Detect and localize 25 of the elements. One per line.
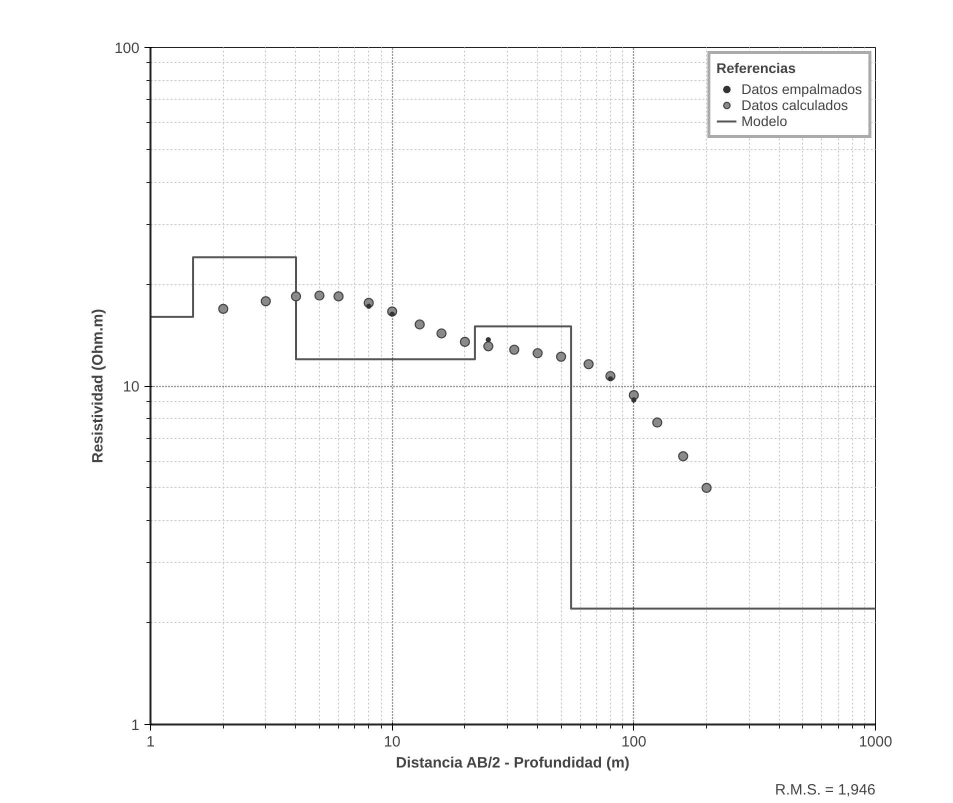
point (678, 451, 688, 462)
point (652, 417, 662, 428)
point (532, 348, 543, 358)
y-tick-label: 100 (114, 40, 140, 57)
y-tick-label: 10 (122, 378, 140, 396)
x-axis-title: Distancia AB/2 - Profundidad (m) (396, 754, 630, 772)
point (483, 341, 494, 352)
y-tick-label: 1 (131, 717, 140, 734)
x-tick-label: 10 (384, 734, 401, 750)
x-tick-label: 1000 (858, 734, 892, 750)
legend-label: Datos empalmados (741, 81, 862, 97)
point (436, 328, 447, 339)
point (509, 344, 520, 355)
point (314, 290, 325, 301)
legend-label: Datos calculados (741, 97, 848, 113)
legend-label: Modelo (741, 113, 788, 129)
y-axis-title: Resistividad (Ohm.m) (89, 308, 106, 464)
legend-title: Referencias (716, 60, 797, 76)
point (556, 352, 566, 362)
point (460, 336, 470, 347)
x-tick-label: 1 (146, 734, 155, 750)
point (701, 482, 712, 493)
text: R.M.S. = 1,946 (775, 782, 876, 798)
point (290, 291, 302, 302)
x-tick-label: 100 (621, 734, 646, 750)
